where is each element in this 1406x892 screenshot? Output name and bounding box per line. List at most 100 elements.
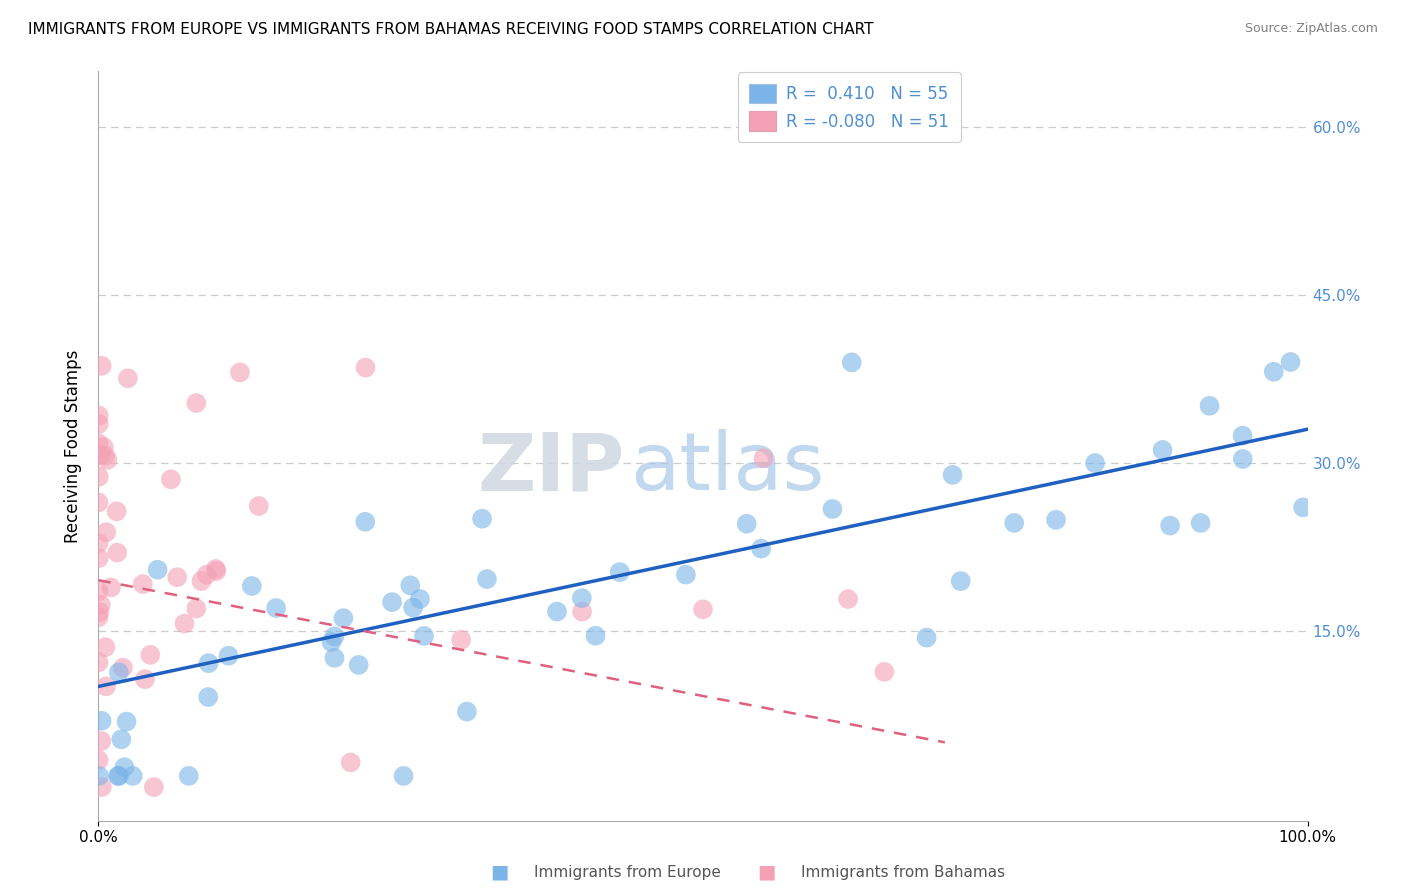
Point — [142, 780, 165, 794]
Point — [332, 611, 354, 625]
Text: Immigrants from Bahamas: Immigrants from Bahamas — [801, 865, 1005, 880]
Point — [195, 567, 218, 582]
Point — [339, 756, 361, 770]
Point — [87, 469, 110, 483]
Point — [160, 472, 183, 486]
Point — [96, 525, 118, 540]
Point — [264, 601, 287, 615]
Point — [675, 567, 697, 582]
Point — [107, 769, 129, 783]
Point — [949, 574, 972, 588]
Point — [1279, 355, 1302, 369]
Point — [197, 656, 219, 670]
Text: IMMIGRANTS FROM EUROPE VS IMMIGRANTS FROM BAHAMAS RECEIVING FOOD STAMPS CORRELAT: IMMIGRANTS FROM EUROPE VS IMMIGRANTS FRO… — [28, 22, 873, 37]
Point — [752, 451, 775, 466]
Point — [205, 564, 228, 578]
Point — [321, 635, 343, 649]
Point — [166, 570, 188, 584]
Point — [87, 495, 110, 509]
Point — [105, 504, 128, 518]
Point — [94, 640, 117, 654]
Point — [1152, 442, 1174, 457]
Point — [173, 616, 195, 631]
Point — [1232, 452, 1254, 467]
Point — [218, 648, 240, 663]
Point — [915, 631, 938, 645]
Point — [96, 452, 118, 467]
Text: ■: ■ — [756, 863, 776, 882]
Point — [1045, 513, 1067, 527]
Point — [87, 610, 110, 624]
Point — [90, 714, 112, 728]
Point — [323, 629, 346, 643]
Point — [585, 629, 607, 643]
Point — [450, 632, 472, 647]
Point — [87, 656, 110, 670]
Point — [571, 591, 593, 606]
Point — [139, 648, 162, 662]
Point — [749, 541, 772, 556]
Point — [186, 396, 208, 410]
Point — [841, 355, 863, 369]
Point — [873, 665, 896, 679]
Point — [240, 579, 263, 593]
Point — [1159, 518, 1181, 533]
Point — [87, 584, 110, 599]
Point — [108, 769, 131, 783]
Point — [87, 409, 110, 423]
Point — [1292, 500, 1315, 515]
Point — [381, 595, 404, 609]
Point — [100, 581, 122, 595]
Text: atlas: atlas — [630, 429, 825, 508]
Text: ■: ■ — [489, 863, 509, 882]
Point — [108, 665, 131, 680]
Point — [413, 629, 436, 643]
Point — [1189, 516, 1212, 530]
Point — [1084, 456, 1107, 470]
Point — [546, 605, 568, 619]
Point — [121, 769, 143, 783]
Point — [186, 601, 208, 615]
Point — [942, 467, 965, 482]
Point — [402, 600, 425, 615]
Point — [146, 563, 169, 577]
Point — [354, 515, 377, 529]
Point — [1232, 428, 1254, 442]
Point — [90, 359, 112, 373]
Point — [87, 417, 110, 431]
Point — [90, 734, 112, 748]
Point — [571, 605, 593, 619]
Text: Immigrants from Europe: Immigrants from Europe — [534, 865, 721, 880]
Point — [1002, 516, 1025, 530]
Point — [471, 511, 494, 525]
Point — [90, 448, 112, 462]
Legend: R =  0.410   N = 55, R = -0.080   N = 51: R = 0.410 N = 55, R = -0.080 N = 51 — [738, 72, 960, 143]
Point — [90, 780, 112, 794]
Y-axis label: Receiving Food Stamps: Receiving Food Stamps — [65, 350, 83, 542]
Point — [89, 605, 111, 619]
Point — [837, 592, 859, 607]
Point — [247, 499, 270, 513]
Point — [87, 551, 110, 566]
Point — [93, 440, 115, 454]
Text: Source: ZipAtlas.com: Source: ZipAtlas.com — [1244, 22, 1378, 36]
Point — [94, 679, 117, 693]
Point — [323, 651, 346, 665]
Point — [177, 769, 200, 783]
Point — [1198, 399, 1220, 413]
Point — [134, 672, 156, 686]
Point — [94, 449, 117, 463]
Point — [90, 598, 112, 612]
Point — [111, 660, 134, 674]
Point — [229, 366, 252, 380]
Point — [456, 705, 478, 719]
Point — [392, 769, 415, 783]
Point — [87, 753, 110, 767]
Point — [87, 536, 110, 550]
Point — [114, 760, 136, 774]
Point — [132, 577, 155, 591]
Point — [692, 602, 714, 616]
Point — [197, 690, 219, 704]
Point — [117, 371, 139, 385]
Point — [190, 574, 212, 588]
